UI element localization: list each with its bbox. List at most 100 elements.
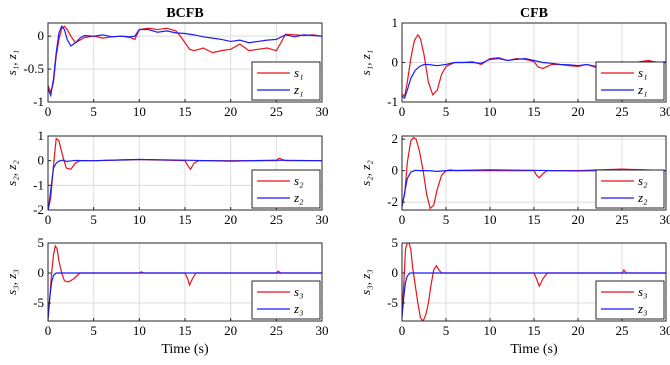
- x-tick-label: 0: [399, 104, 406, 119]
- x-tick-label: 5: [443, 212, 450, 227]
- legend-label: z₂: [637, 190, 648, 205]
- y-tick-label: 0: [392, 55, 399, 70]
- x-tick-label: 5: [90, 323, 97, 338]
- x-tick-label: 30: [316, 323, 329, 338]
- legend-label: s₃: [638, 284, 648, 299]
- legend-label: z₃: [637, 301, 648, 316]
- x-tick-label: 20: [572, 212, 585, 227]
- x-tick-label: 30: [660, 323, 670, 338]
- y-tick-label: 2: [392, 131, 399, 146]
- y-tick-label: 5: [392, 235, 399, 250]
- x-axis-label: Time (s): [510, 342, 558, 357]
- x-tick-label: 20: [224, 104, 237, 119]
- series-line-s: [402, 243, 666, 321]
- x-tick-label: 15: [179, 104, 192, 119]
- panel-0: 0 5 10 15 20 25 30 -1 -0.5 0 s₁, z₁ BCFB s₁ z₁: [4, 6, 329, 119]
- series-line-s: [48, 25, 322, 94]
- x-tick-label: 10: [133, 104, 146, 119]
- series-line-s: [402, 136, 666, 210]
- legend-label: z₃: [293, 301, 304, 316]
- x-tick-label: 30: [660, 104, 670, 119]
- y-axis-label: s₂, z₂: [4, 160, 19, 186]
- x-tick-label: 25: [616, 104, 629, 119]
- legend-box: [595, 61, 665, 101]
- x-tick-label: 20: [572, 104, 585, 119]
- y-tick-label: -5: [387, 295, 398, 310]
- x-tick-label: 20: [224, 212, 237, 227]
- x-tick-label: 30: [316, 104, 329, 119]
- x-tick-label: 25: [270, 212, 283, 227]
- legend-box: [595, 169, 665, 209]
- legend-box: [251, 169, 321, 209]
- y-tick-label: 1: [392, 15, 399, 30]
- y-tick-label: 0: [38, 265, 45, 280]
- y-tick-label: -5: [33, 295, 44, 310]
- x-tick-label: 10: [484, 104, 497, 119]
- x-tick-label: 0: [45, 104, 52, 119]
- legend-label: s₂: [638, 173, 648, 188]
- series-line-z: [48, 25, 322, 98]
- chart-title: CFB: [520, 6, 548, 21]
- legend-label: s₁: [294, 65, 304, 80]
- x-tick-label: 20: [224, 323, 237, 338]
- x-tick-label: 0: [399, 323, 406, 338]
- x-tick-label: 15: [528, 323, 541, 338]
- legend: s₃ z₃: [251, 280, 321, 320]
- y-tick-label: -0.5: [23, 61, 44, 76]
- panel-1: 0 5 10 15 20 25 30 -2 -1 0 1 s₂, z₂ s₂ z₂: [4, 128, 329, 227]
- x-tick-label: 0: [399, 212, 406, 227]
- series-line-z: [402, 169, 666, 207]
- legend-label: z₁: [637, 82, 648, 97]
- x-tick-label: 15: [179, 323, 192, 338]
- x-tick-label: 5: [443, 323, 450, 338]
- y-tick-label: 5: [38, 235, 45, 250]
- x-tick-label: 10: [484, 212, 497, 227]
- x-tick-label: 0: [45, 212, 52, 227]
- x-tick-label: 30: [316, 212, 329, 227]
- y-tick-label: 0: [392, 163, 399, 178]
- x-tick-label: 5: [90, 212, 97, 227]
- series-line-z: [48, 272, 322, 320]
- x-axis-label: Time (s): [161, 342, 209, 357]
- x-tick-label: 5: [443, 104, 450, 119]
- y-tick-label: -1: [33, 94, 44, 109]
- legend-label: z₁: [293, 82, 304, 97]
- x-tick-label: 10: [133, 323, 146, 338]
- x-tick-label: 15: [179, 212, 192, 227]
- y-axis-label: s₁, z₁: [4, 50, 19, 76]
- x-tick-label: 5: [90, 104, 97, 119]
- chart-title: BCFB: [166, 6, 203, 21]
- x-tick-label: 25: [270, 104, 283, 119]
- legend-label: z₂: [293, 190, 304, 205]
- series-line-z: [48, 158, 322, 210]
- x-tick-label: 15: [528, 212, 541, 227]
- legend-box: [251, 61, 321, 101]
- y-axis-label: s₃, z₃: [358, 269, 373, 295]
- legend: s₁ z₁: [595, 61, 665, 101]
- y-axis-label: s₁, z₁: [358, 50, 373, 76]
- y-tick-label: 1: [38, 128, 45, 143]
- x-tick-label: 30: [660, 212, 670, 227]
- legend-label: s₃: [294, 284, 304, 299]
- legend: s₃ z₃: [595, 280, 665, 320]
- x-tick-label: 15: [528, 104, 541, 119]
- y-tick-label: -1: [387, 94, 398, 109]
- y-tick-label: -2: [387, 194, 398, 209]
- y-tick-label: 0: [38, 153, 45, 168]
- x-tick-label: 25: [270, 323, 283, 338]
- legend-box: [595, 280, 665, 320]
- legend: s₁ z₁: [251, 61, 321, 101]
- legend-box: [251, 280, 321, 320]
- legend-label: s₁: [638, 65, 648, 80]
- x-tick-label: 10: [133, 212, 146, 227]
- y-tick-label: 0: [392, 265, 399, 280]
- y-tick-label: -2: [33, 202, 44, 217]
- x-tick-label: 25: [616, 212, 629, 227]
- x-tick-label: 0: [45, 323, 52, 338]
- x-tick-label: 10: [484, 323, 497, 338]
- y-tick-label: 0: [38, 28, 45, 43]
